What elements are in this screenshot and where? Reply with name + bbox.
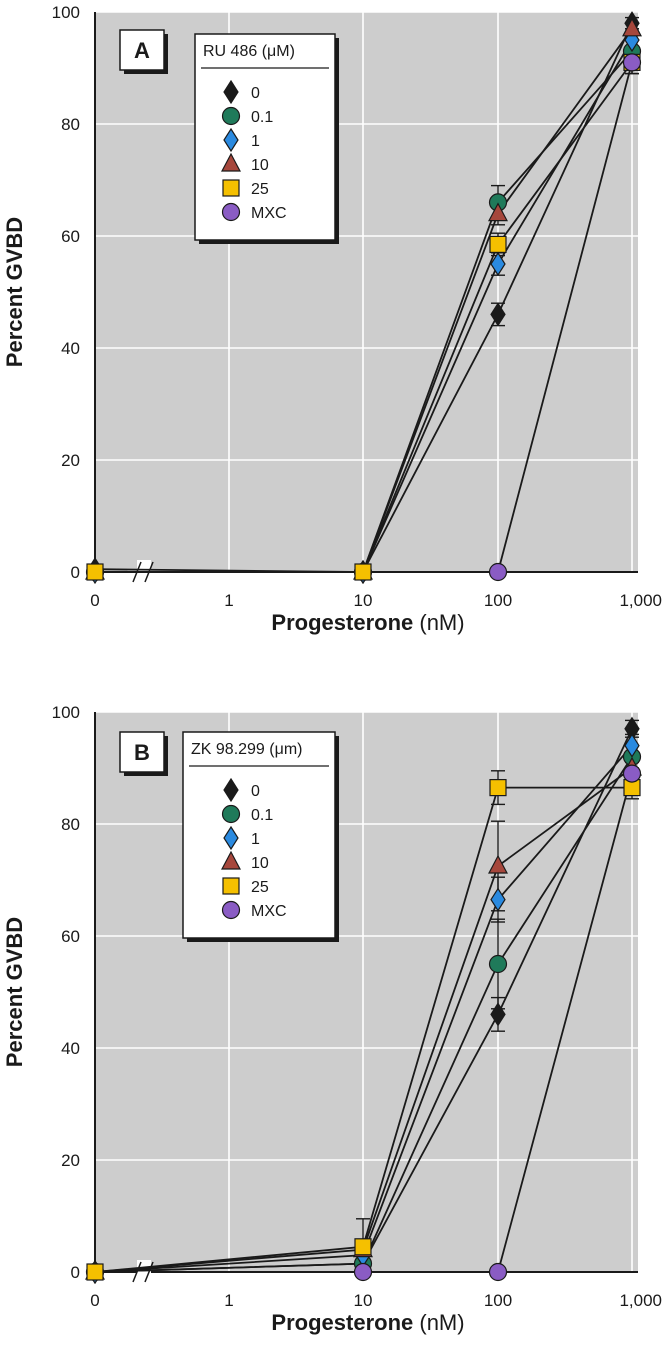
- series-line: [94, 22, 633, 573]
- y-tick-label: 20: [61, 1151, 80, 1170]
- data-point: [622, 764, 642, 783]
- y-tick-label: 80: [61, 115, 80, 134]
- legend-label: 10: [251, 855, 269, 872]
- data-point: [489, 778, 507, 797]
- y-tick-label: 60: [61, 227, 80, 246]
- series-line: [95, 61, 633, 573]
- legend-label: 0: [251, 783, 260, 800]
- data-point: [490, 887, 506, 912]
- x-tick-label: 100: [484, 1291, 512, 1310]
- x-tick-label: 1: [224, 591, 233, 610]
- x-tick-label: 1,000: [619, 1291, 662, 1310]
- plot-area: [95, 12, 638, 572]
- series-line: [497, 62, 633, 573]
- y-tick-label: 100: [52, 703, 80, 722]
- y-tick-label: 20: [61, 451, 80, 470]
- y-tick-label: 100: [52, 3, 80, 22]
- axis-break-mark: [132, 1261, 142, 1283]
- data-point: [353, 1262, 373, 1282]
- panel-letter: A: [134, 38, 150, 63]
- x-tick-label: 1,000: [619, 591, 662, 610]
- data-point: [624, 733, 640, 758]
- legend-marker: [221, 202, 241, 222]
- data-point: [490, 1002, 506, 1027]
- data-point: [86, 1263, 104, 1281]
- data-point: [622, 53, 642, 72]
- legend-marker: [223, 79, 239, 105]
- legend-label: 25: [251, 181, 269, 198]
- plot-area: [95, 712, 638, 1272]
- axis-break-mark: [144, 1261, 154, 1283]
- panel-letter-box: [119, 731, 165, 773]
- legend-marker: [222, 877, 240, 895]
- legend-marker: [223, 127, 239, 153]
- y-axis-title: Percent GVBD: [2, 217, 27, 367]
- series-line: [94, 745, 633, 1273]
- legend-label: 0.1: [251, 109, 273, 126]
- data-point: [354, 1238, 372, 1256]
- y-tick-label: 60: [61, 927, 80, 946]
- legend-label: MXC: [251, 205, 287, 222]
- data-point: [490, 251, 506, 277]
- x-tick-label: 100: [484, 591, 512, 610]
- y-axis-title: Percent GVBD: [2, 917, 27, 1067]
- y-tick-label: 80: [61, 815, 80, 834]
- axis-break-gap: [137, 1260, 151, 1284]
- x-tick-label: 0: [90, 1291, 99, 1310]
- x-tick-label: 0: [90, 591, 99, 610]
- legend-label: 10: [251, 157, 269, 174]
- panel-letter-box: [119, 29, 165, 71]
- series-line: [94, 786, 632, 1273]
- series-line: [94, 756, 633, 1273]
- series-line: [94, 767, 633, 1273]
- legend-marker: [222, 179, 240, 197]
- legend-label: 0: [251, 85, 260, 102]
- x-tick-label: 10: [354, 591, 373, 610]
- data-point: [488, 202, 508, 222]
- data-point: [488, 954, 508, 974]
- legend-label: 0.1: [251, 807, 273, 824]
- legend-title: RU 486 (μM): [203, 43, 295, 60]
- panel-letter: B: [134, 740, 150, 765]
- y-tick-label: 40: [61, 1039, 80, 1058]
- legend-marker: [221, 850, 241, 870]
- data-point: [86, 563, 104, 581]
- legend-label: 1: [251, 133, 260, 150]
- legend-marker: [223, 825, 239, 851]
- legend-marker: [221, 900, 241, 920]
- data-point: [488, 854, 508, 874]
- x-axis-title: Progesterone (nM): [271, 1310, 464, 1335]
- legend-label: MXC: [251, 903, 287, 920]
- y-tick-label: 0: [71, 563, 80, 582]
- data-point: [354, 563, 372, 581]
- y-tick-label: 0: [71, 1263, 80, 1282]
- data-point: [488, 562, 508, 582]
- legend-title: ZK 98.299 (μm): [191, 741, 302, 758]
- legend-marker: [221, 152, 241, 172]
- x-axis-title: Progesterone (nM): [271, 610, 464, 635]
- legend-marker: [221, 804, 241, 824]
- legend-marker: [221, 106, 241, 126]
- y-tick-label: 40: [61, 339, 80, 358]
- legend-label: 1: [251, 831, 260, 848]
- legend-label: 25: [251, 879, 269, 896]
- data-point: [489, 235, 507, 253]
- x-tick-label: 1: [224, 1291, 233, 1310]
- data-point: [488, 1262, 508, 1282]
- data-point: [622, 17, 642, 37]
- x-tick-label: 10: [354, 1291, 373, 1310]
- data-point: [490, 302, 506, 327]
- legend-marker: [223, 777, 239, 803]
